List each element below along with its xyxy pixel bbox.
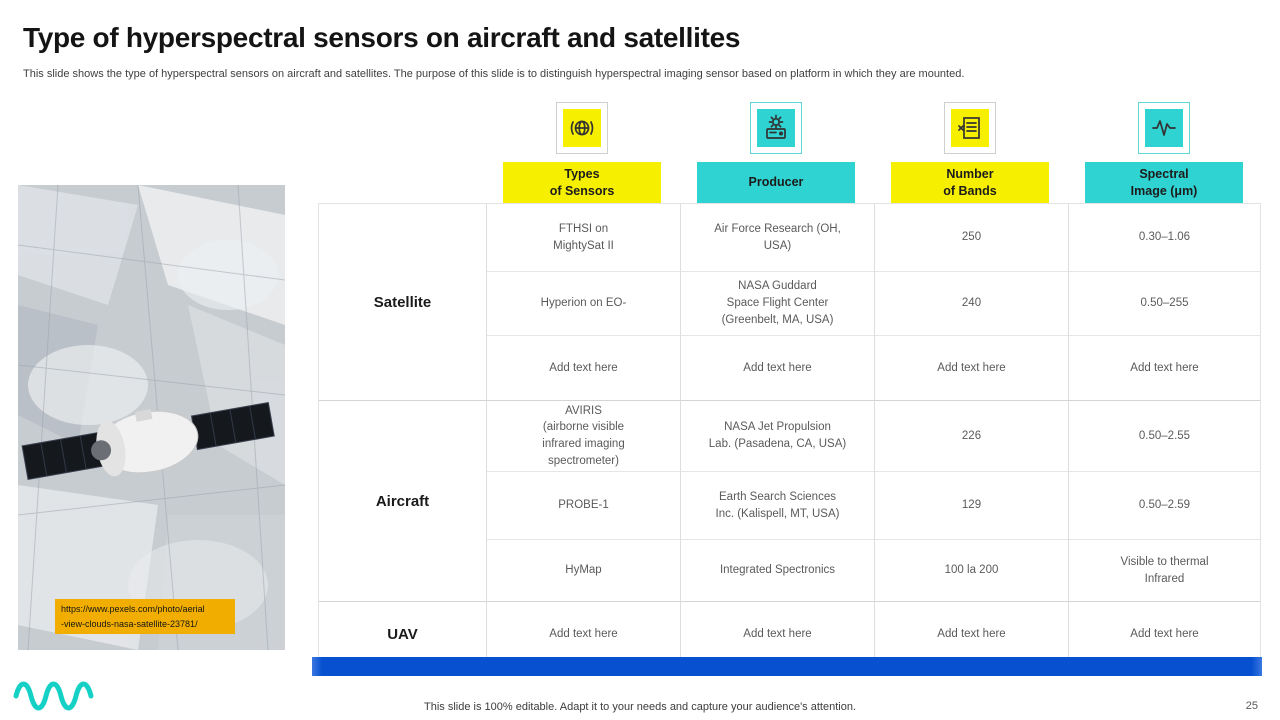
table-cell: Visible to thermal Infrared (1068, 539, 1260, 601)
table-cell-placeholder: Add text here (874, 601, 1068, 666)
satellite-signal-icon (570, 120, 594, 136)
number-of-bands-icon-box (944, 102, 996, 154)
row-group-label-aircraft: Aircraft (319, 400, 486, 601)
column-header-producer: Producer (697, 162, 855, 203)
producer-icon-box (750, 102, 802, 154)
producer-machine-icon (766, 114, 786, 139)
column-header-number-of-bands: Number of Bands (891, 162, 1049, 203)
table-cell-placeholder: Add text here (1068, 335, 1260, 400)
page-title: Type of hyperspectral sensors on aircraf… (23, 22, 741, 53)
wave-decoration (13, 681, 94, 711)
slide-subtitle: This slide shows the type of hyperspectr… (23, 68, 965, 80)
table-cell: AVIRIS (airborne visible infrared imagin… (486, 400, 680, 471)
table-cell: HyMap (486, 539, 680, 601)
spectral-waveform-icon (1152, 120, 1176, 136)
table-header-row: Types of Sensors Producer Number of Band… (318, 162, 1261, 203)
table-cell: PROBE-1 (486, 471, 680, 539)
row-group-label-uav: UAV (319, 601, 486, 666)
table-cell-placeholder: Add text here (874, 335, 1068, 400)
sensors-table: Satellite FTHSI on MightySat II Air Forc… (318, 203, 1261, 666)
photo-credit-link[interactable]: https://www.pexels.com/photo/aerial -vie… (55, 599, 235, 634)
table-cell: 0.30–1.06 (1068, 204, 1260, 271)
table-cell: 129 (874, 471, 1068, 539)
table-cell: 240 (874, 271, 1068, 335)
table-cell: Hyperion on EO- (486, 271, 680, 335)
table-cell: 0.50–2.59 (1068, 471, 1260, 539)
column-header-types-of-sensors: Types of Sensors (503, 162, 661, 203)
table-cell: Integrated Spectronics (680, 539, 874, 601)
table-cell-placeholder: Add text here (486, 335, 680, 400)
column-icons-row (318, 101, 1261, 155)
table-cell: Earth Search Sciences Inc. (Kalispell, M… (680, 471, 874, 539)
satellite-photo-illustration (18, 185, 285, 650)
page-number: 25 (1245, 700, 1258, 712)
table-cell: 226 (874, 400, 1068, 471)
table-cell: 0.50–255 (1068, 271, 1260, 335)
table-cell: NASA Jet Propulsion Lab. (Pasadena, CA, … (680, 400, 874, 471)
table-cell-placeholder: Add text here (680, 335, 874, 400)
satellite-photo: https://www.pexels.com/photo/aerial -vie… (18, 185, 285, 650)
slide-footer-note: This slide is 100% editable. Adapt it to… (424, 701, 856, 713)
bands-list-icon (958, 117, 980, 139)
table-cell-placeholder: Add text here (486, 601, 680, 666)
table-cell: NASA Guddard Space Flight Center (Greenb… (680, 271, 874, 335)
table-cell-placeholder: Add text here (680, 601, 874, 666)
table-cell: Air Force Research (OH, USA) (680, 204, 874, 271)
table-cell: FTHSI on MightySat II (486, 204, 680, 271)
types-of-sensors-icon-box (556, 102, 608, 154)
spectral-image-icon-box (1138, 102, 1190, 154)
accent-bar (312, 657, 1262, 676)
column-header-spectral-image: Spectral Image (μm) (1085, 162, 1243, 203)
table-cell-placeholder: Add text here (1068, 601, 1260, 666)
table-cell: 0.50–2.55 (1068, 400, 1260, 471)
table-cell: 100 la 200 (874, 539, 1068, 601)
table-cell: 250 (874, 204, 1068, 271)
row-group-label-satellite: Satellite (373, 293, 432, 311)
